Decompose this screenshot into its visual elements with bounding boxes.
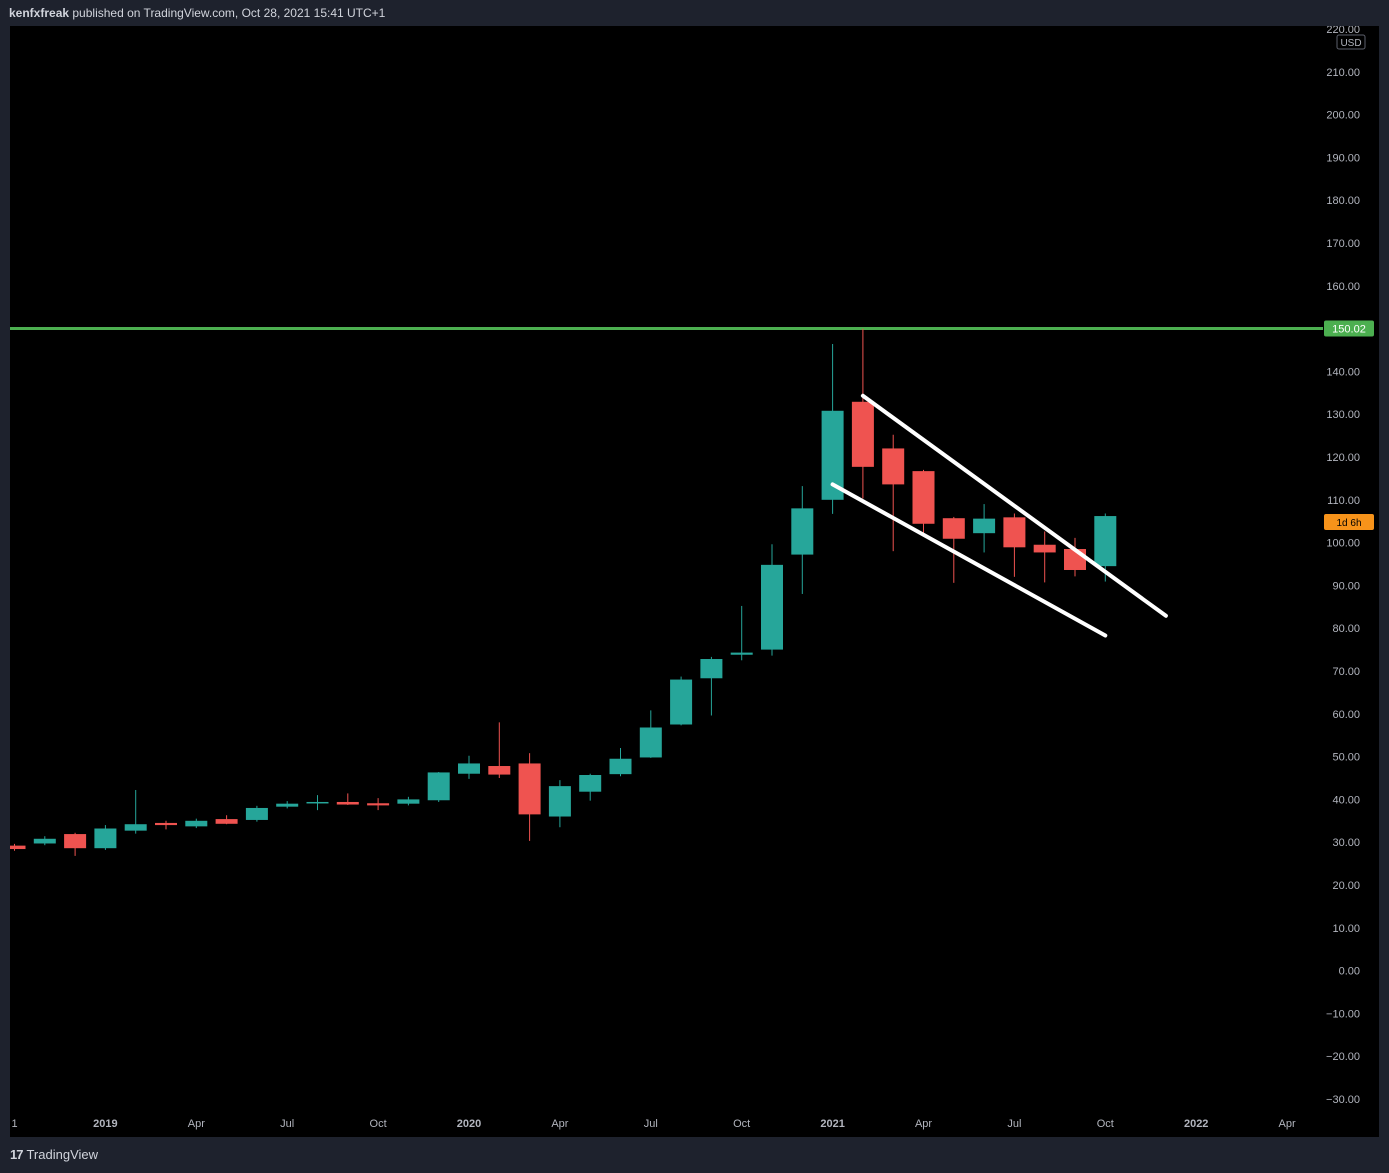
y-tick-label: 180.00 — [1326, 195, 1360, 207]
x-tick-label: Jul — [280, 1118, 294, 1130]
candle-body — [427, 772, 450, 801]
candle-body — [64, 834, 87, 849]
candle-body — [367, 803, 390, 806]
y-tick-label: 170.00 — [1326, 238, 1360, 250]
candle-body — [973, 518, 996, 534]
y-tick-label: 10.00 — [1332, 923, 1360, 935]
y-tick-label: 60.00 — [1332, 709, 1360, 721]
author-name: kenfxfreak — [9, 6, 70, 20]
y-tick-label: 110.00 — [1327, 495, 1360, 507]
candle-body — [155, 822, 177, 826]
candle-body — [458, 763, 480, 774]
publish-info: published on TradingView.com, Oct 28, 20… — [69, 6, 386, 20]
x-tick-label: Oct — [370, 1118, 387, 1130]
candlestick-chart[interactable]: 220.00210.00200.00190.00180.00170.00160.… — [10, 26, 1379, 1137]
tradingview-logo-icon: 17 — [10, 1147, 24, 1162]
countdown-badge — [1324, 514, 1374, 531]
candle-body — [579, 775, 602, 792]
trendline — [860, 393, 1168, 618]
x-tick-label: 2022 — [1184, 1118, 1208, 1130]
x-tick-label: Apr — [1279, 1118, 1296, 1130]
candle-body — [185, 820, 208, 827]
x-tick-label: 1 — [11, 1118, 17, 1130]
candle-body — [336, 801, 359, 805]
footer: 17 TradingView — [10, 1147, 98, 1162]
candle-body — [33, 838, 56, 844]
x-tick-label: 2020 — [457, 1118, 481, 1130]
y-tick-label: 70.00 — [1332, 666, 1360, 678]
publisher-header: kenfxfreak published on TradingView.com,… — [9, 6, 385, 20]
candle-body — [518, 763, 541, 815]
x-tick-label: Apr — [188, 1118, 205, 1130]
y-tick-label: 220.00 — [1326, 26, 1360, 36]
candle-body — [1003, 517, 1026, 548]
chart-pane[interactable]: 220.00 210.00 200.00 190.00 180.00 170.00 160.… — [10, 26, 1379, 1137]
x-tick-label: Oct — [1097, 1118, 1114, 1130]
resistance-price-badge — [1324, 320, 1374, 337]
candle-body — [761, 564, 783, 650]
candle-body — [306, 801, 329, 804]
x-tick-label: Jul — [644, 1118, 658, 1130]
candle-body — [94, 828, 117, 849]
y-tick-label: 140.00 — [1326, 366, 1360, 378]
candle-body — [1094, 516, 1117, 567]
candle-body — [215, 819, 238, 824]
candle-body — [670, 679, 693, 725]
y-tick-label: 30.00 — [1332, 837, 1360, 849]
brand-name: TradingView — [26, 1147, 99, 1162]
y-tick-label: 210.00 — [1326, 67, 1360, 79]
candle-body — [791, 508, 814, 555]
y-tick-label: 90.00 — [1332, 580, 1360, 592]
candle-body — [851, 401, 874, 467]
currency-label: USD — [1340, 38, 1361, 49]
y-tick-label: 100.00 — [1326, 538, 1360, 550]
x-tick-label: Oct — [733, 1118, 750, 1130]
candle-body — [609, 758, 632, 775]
candle-body — [821, 410, 844, 500]
y-tick-label: 50.00 — [1332, 752, 1360, 764]
x-tick-label: 2021 — [820, 1118, 844, 1130]
candle-body — [942, 518, 965, 539]
candle-body — [639, 727, 662, 758]
x-tick-label: Jul — [1007, 1118, 1021, 1130]
candle-body — [10, 845, 26, 850]
y-tick-label: 200.00 — [1326, 110, 1360, 122]
y-tick-label: −20.00 — [1326, 1051, 1360, 1063]
x-tick-label: 2019 — [93, 1118, 117, 1130]
candle-body — [276, 803, 299, 807]
countdown-label: 1d 6h — [1336, 518, 1361, 529]
trendline — [830, 482, 1108, 638]
y-tick-label: −30.00 — [1326, 1094, 1360, 1106]
resistance-price-label: 150.02 — [1332, 324, 1366, 336]
candle-body — [700, 659, 723, 679]
candle-body — [912, 471, 935, 524]
y-tick-label: 190.00 — [1326, 152, 1360, 164]
y-tick-label: 120.00 — [1326, 452, 1360, 464]
candle-body — [1033, 544, 1056, 553]
candle-body — [245, 807, 268, 820]
candle-body — [488, 766, 511, 775]
y-tick-label: 80.00 — [1332, 623, 1360, 635]
y-tick-label: −10.00 — [1326, 1008, 1360, 1020]
candle-body — [548, 786, 571, 817]
currency-badge — [1336, 34, 1366, 50]
x-tick-label: Apr — [915, 1118, 932, 1130]
y-tick-label: 20.00 — [1332, 880, 1360, 892]
candle-body — [124, 824, 147, 831]
y-tick-label: 130.00 — [1326, 409, 1360, 421]
y-tick-label: 0.00 — [1339, 966, 1360, 978]
candle-body — [397, 799, 420, 804]
y-tick-label: 160.00 — [1326, 281, 1360, 293]
candle-body — [730, 652, 753, 655]
y-tick-label: 40.00 — [1332, 794, 1360, 806]
candle-body — [882, 448, 905, 485]
x-tick-label: Apr — [551, 1118, 568, 1130]
